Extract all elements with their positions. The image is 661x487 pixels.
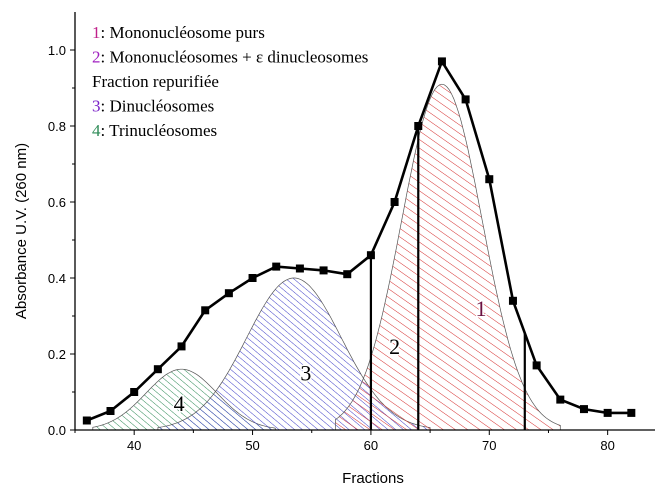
data-point (579, 405, 588, 414)
legend-entry: 3: Dinucléosomes (92, 97, 214, 116)
y-tick-label: 0.2 (48, 347, 66, 362)
x-tick-label: 70 (482, 438, 496, 453)
absorbance-series (82, 57, 636, 425)
data-point (532, 361, 541, 370)
data-point (437, 57, 446, 66)
x-tick-label: 80 (600, 438, 614, 453)
data-point (461, 95, 470, 104)
x-tick-label: 50 (245, 438, 259, 453)
data-point (177, 342, 186, 351)
legend-label: : Mononucléosomes + ε dinucleosomes (101, 48, 369, 67)
y-tick-label: 0.4 (48, 271, 66, 286)
y-tick-label: 0.6 (48, 195, 66, 210)
tick-labels: 40 50 60 70 80 0.0 0.2 0.4 0.6 0.8 1.0 (48, 43, 615, 453)
data-point (485, 175, 494, 184)
x-tick-label: 60 (364, 438, 378, 453)
data-point (130, 388, 139, 396)
legend-entry: 1: Mononucléosome purs (92, 23, 265, 42)
legend-entry: 4: Trinucléosomes (92, 121, 217, 140)
region-label-1: 1 (476, 296, 487, 321)
legend-entry: 2: Mononucléosomes + ε dinucleosomes (92, 48, 368, 67)
x-axis-title: Fractions (342, 470, 404, 487)
legend-label: Fraction repurifiée (92, 72, 219, 91)
data-point (603, 408, 612, 417)
axes (74, 12, 655, 431)
data-point (224, 289, 233, 298)
data-point (201, 306, 210, 315)
legend-number: 2 (92, 48, 101, 67)
legend-label: : Trinucléosomes (101, 121, 218, 140)
region-label-2: 2 (389, 334, 400, 359)
y-tick-label: 1.0 (48, 43, 66, 58)
legend-number: 4 (92, 121, 101, 140)
legend-label: : Mononucléosome purs (101, 23, 265, 42)
data-point (272, 262, 281, 271)
y-tick-label: 0.0 (48, 423, 66, 438)
data-point (82, 416, 91, 425)
data-point (153, 365, 162, 374)
region-label-3: 3 (300, 361, 311, 386)
data-point (508, 296, 517, 305)
fraction-cut-lines (369, 126, 526, 430)
data-point (556, 395, 565, 404)
region-label-4: 4 (174, 391, 185, 416)
data-point (390, 198, 399, 206)
data-point (414, 122, 423, 130)
data-point (627, 408, 636, 417)
data-point (366, 251, 375, 260)
y-tick-label: 0.8 (48, 119, 66, 134)
x-tick-label: 40 (127, 438, 141, 453)
data-point (248, 274, 257, 282)
data-point (295, 264, 304, 273)
data-point (106, 407, 115, 415)
data-point (319, 266, 328, 275)
legend-number: 1 (92, 23, 101, 42)
region-labels: 1 2 3 4 (172, 295, 488, 418)
y-axis-title: Absorbance U.V. (260 nm) (13, 143, 30, 319)
legend-number: 3 (92, 97, 101, 116)
legend-label: : Dinucléosomes (101, 97, 215, 116)
legend-entry: Fraction repurifiée (92, 72, 219, 91)
data-point (343, 270, 352, 279)
